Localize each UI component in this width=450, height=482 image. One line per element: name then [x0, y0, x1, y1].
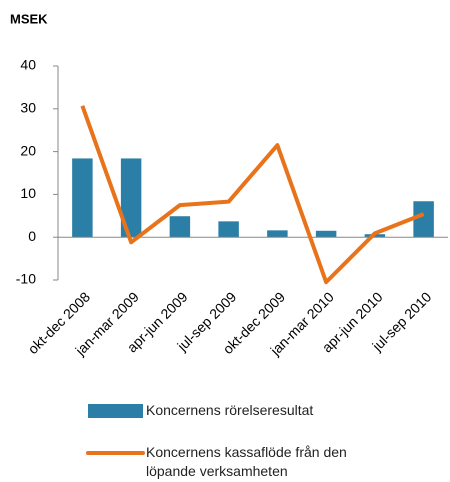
legend-item: Koncernens kassaflöde från den löpande v… [146, 444, 347, 479]
line [80, 105, 425, 285]
y-tick-label: -10 [16, 271, 36, 287]
chart-title: MSEK [10, 11, 48, 26]
bar [120, 158, 142, 238]
bar [315, 230, 337, 238]
legend-label: Koncernens rörelseresultat [146, 402, 314, 418]
y-tick-label: 40 [20, 57, 36, 73]
bar [413, 201, 434, 238]
y-tick-label: 20 [20, 142, 36, 158]
y-tick-label: 0 [28, 228, 36, 244]
bar [267, 230, 288, 238]
y-tick-label: 10 [20, 185, 36, 201]
bar [218, 221, 239, 238]
bar [169, 216, 191, 238]
legend-item: Koncernens rörelseresultat [146, 402, 314, 418]
legend-swatch [88, 404, 143, 418]
legend-label: Koncernens kassaflöde från den löpande v… [146, 444, 347, 479]
bar [72, 158, 93, 238]
y-tick-label: 30 [20, 100, 36, 116]
